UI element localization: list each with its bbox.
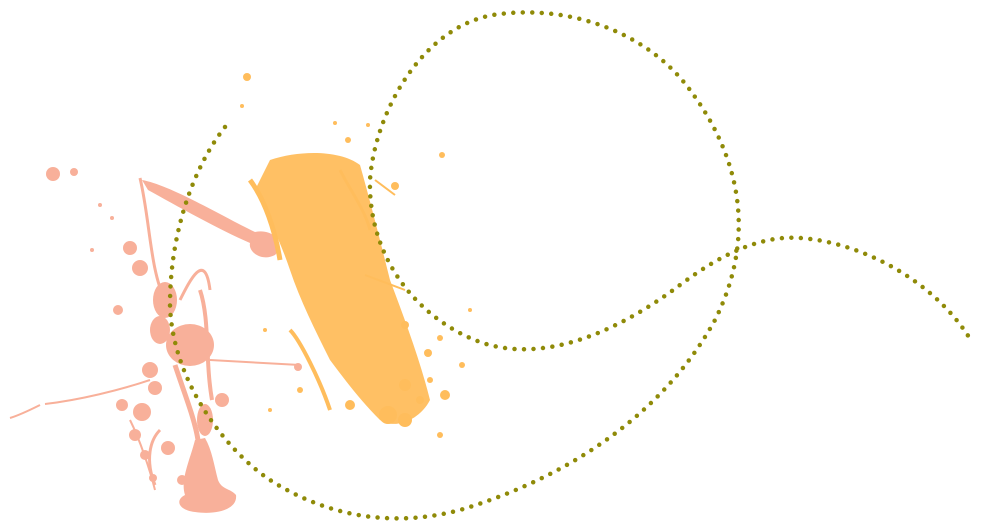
salmon-paint-splatter: [9, 167, 302, 513]
olive-dotted-loop-line: [167, 10, 975, 521]
orange-paint-splatter: [240, 73, 472, 438]
